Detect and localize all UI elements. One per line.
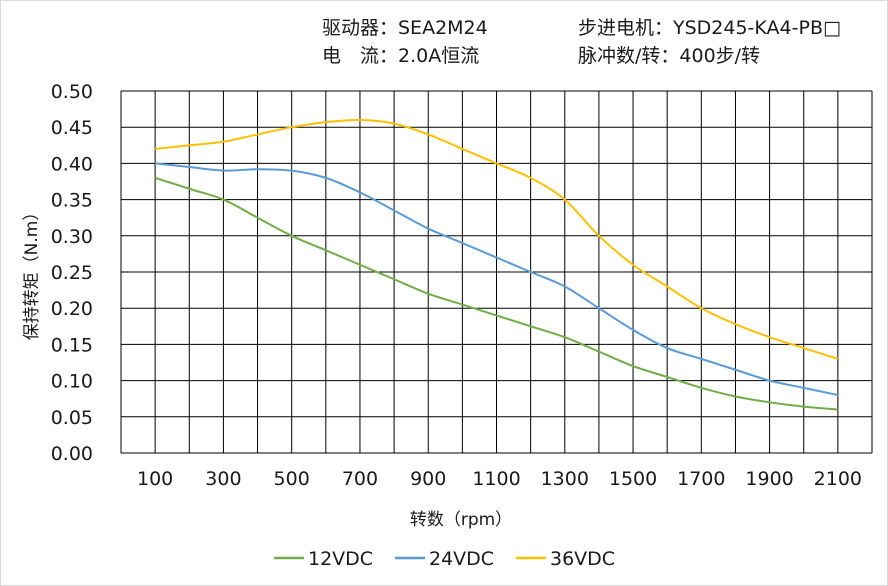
x-tick-label: 1700	[677, 468, 725, 490]
series-lines	[154, 118, 839, 411]
x-axis-label: 转数（rpm）	[410, 510, 512, 530]
x-tick-label: 900	[410, 468, 446, 490]
legend-label: 24VDC	[429, 548, 494, 570]
legend-label: 36VDC	[550, 548, 615, 570]
series-line-24vdc	[155, 162, 839, 397]
x-tick-label: 100	[137, 468, 173, 490]
x-tick-label: 300	[205, 468, 241, 490]
legend-item-36vdc: 36VDC	[516, 548, 615, 570]
y-tick-label: 0.25	[51, 262, 93, 284]
current-label: 电 流：2.0A恒流	[322, 45, 479, 67]
pulse-label: 脉冲数/转：400步/转	[578, 45, 760, 67]
y-tick-label: 0.20	[51, 298, 93, 320]
y-tick-label: 0.35	[51, 190, 93, 212]
y-tick-labels: 0.00 0.05 0.10 0.15 0.20 0.25 0.30 0.35 0.40 0.45…	[51, 81, 93, 465]
x-tick-label: 1300	[541, 468, 589, 490]
x-tick-labels: 100 300 500 700 900 1100 1300 1500 1700 1900 2100	[137, 468, 862, 490]
plot-grid	[120, 90, 873, 454]
motor-label: 步进电机：YSD245-KA4-PB□	[578, 17, 841, 39]
y-axis-label: 保持转矩（N.m）	[22, 204, 42, 341]
y-tick-label: 0.15	[51, 334, 93, 356]
legend-item-24vdc: 24VDC	[395, 548, 494, 570]
legend: 12VDC 24VDC 36VDC	[274, 548, 615, 570]
legend-label: 12VDC	[308, 548, 373, 570]
y-tick-label: 0.50	[51, 81, 93, 103]
y-tick-label: 0.45	[51, 117, 93, 139]
y-tick-label: 0.05	[51, 407, 93, 429]
legend-item-12vdc: 12VDC	[274, 548, 373, 570]
x-tick-label: 500	[274, 468, 310, 490]
y-tick-label: 0.30	[51, 226, 93, 248]
y-tick-label: 0.00	[51, 443, 93, 465]
x-tick-label: 700	[342, 468, 378, 490]
x-tick-label: 1100	[472, 468, 520, 490]
driver-label: 驱动器：SEA2M24	[322, 17, 488, 39]
series-line-12vdc	[154, 176, 838, 411]
x-tick-label: 1500	[609, 468, 657, 490]
x-tick-label: 1900	[745, 468, 793, 490]
y-tick-label: 0.10	[51, 371, 93, 393]
y-tick-label: 0.40	[51, 153, 93, 175]
series-line-36vdc	[155, 118, 839, 360]
x-tick-label: 2100	[814, 468, 862, 490]
